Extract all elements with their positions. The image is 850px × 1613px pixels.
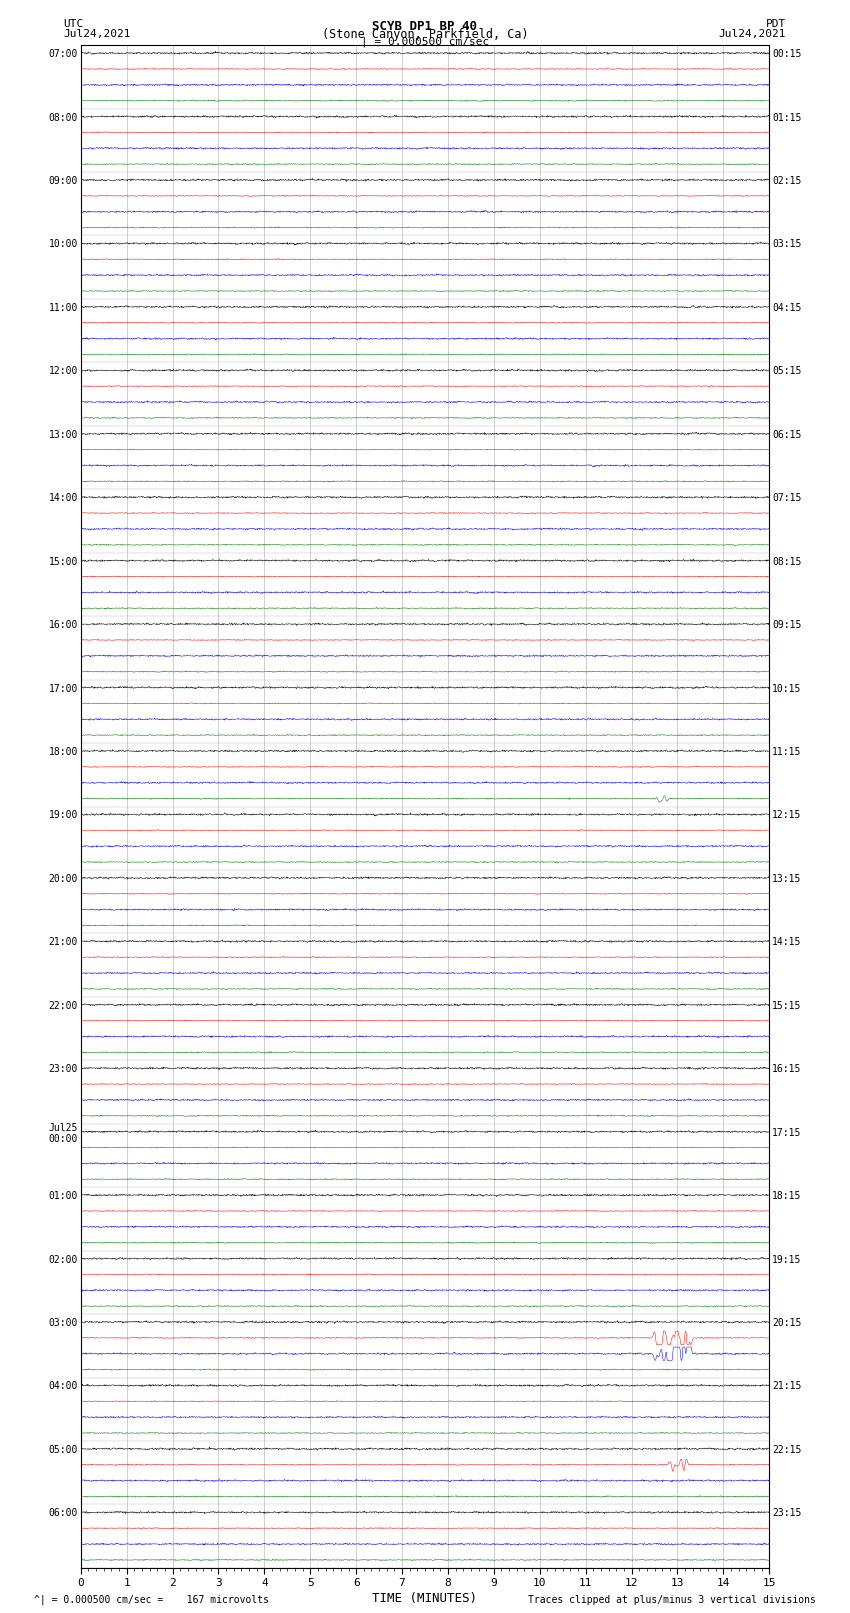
Text: PDT: PDT [766, 19, 786, 29]
Text: ^| = 0.000500 cm/sec =    167 microvolts: ^| = 0.000500 cm/sec = 167 microvolts [34, 1594, 269, 1605]
X-axis label: TIME (MINUTES): TIME (MINUTES) [372, 1592, 478, 1605]
Text: Traces clipped at plus/minus 3 vertical divisions: Traces clipped at plus/minus 3 vertical … [528, 1595, 816, 1605]
Text: Jul24,2021: Jul24,2021 [64, 29, 131, 39]
Text: | = 0.000500 cm/sec: | = 0.000500 cm/sec [361, 37, 489, 47]
Text: UTC: UTC [64, 19, 84, 29]
Text: SCYB DP1 BP 40: SCYB DP1 BP 40 [372, 19, 478, 34]
Text: (Stone Canyon, Parkfield, Ca): (Stone Canyon, Parkfield, Ca) [321, 29, 529, 42]
Text: Jul24,2021: Jul24,2021 [719, 29, 786, 39]
